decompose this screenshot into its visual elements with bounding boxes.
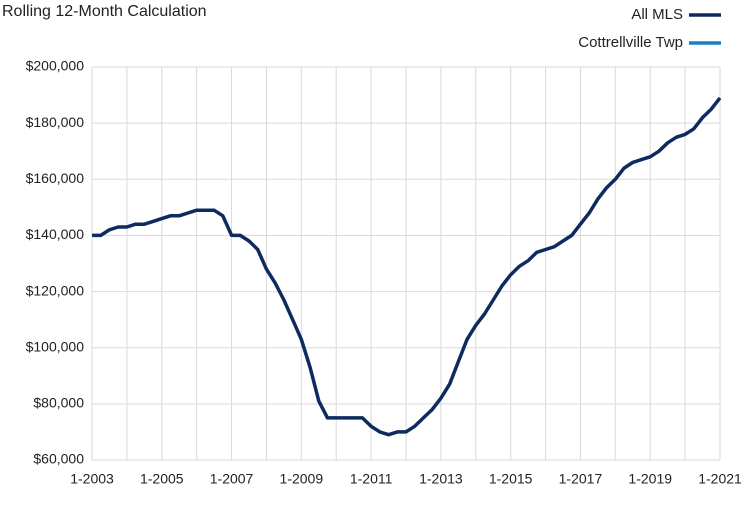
y-tick-label: $180,000 (26, 114, 85, 130)
x-tick-label: 1-2015 (489, 471, 533, 487)
legend-label: All MLS (631, 6, 683, 23)
y-tick-label: $100,000 (26, 338, 85, 354)
line-series (92, 96, 722, 437)
x-tick-label: 1-2019 (628, 471, 672, 487)
x-tick-label: 1-2017 (559, 471, 603, 487)
y-tick-label: $80,000 (33, 395, 84, 411)
x-tick-label: 1-2007 (210, 471, 254, 487)
chart-title: Rolling 12-Month Calculation (2, 3, 207, 20)
x-tick-label: 1-2009 (280, 471, 324, 487)
x-tick-label: 1-2003 (70, 471, 114, 487)
y-tick-label: $160,000 (26, 170, 85, 186)
x-tick-label: 1-2021 (698, 471, 742, 487)
x-tick-label: 1-2005 (140, 471, 184, 487)
y-tick-label: $60,000 (33, 451, 84, 467)
legend-label: Cottrellville Twp (578, 34, 683, 51)
y-tick-label: $200,000 (26, 58, 85, 74)
x-tick-label: 1-2013 (419, 471, 463, 487)
y-tick-label: $140,000 (26, 226, 85, 242)
x-tick-label: 1-2011 (350, 471, 393, 487)
y-tick-label: $120,000 (26, 282, 85, 298)
